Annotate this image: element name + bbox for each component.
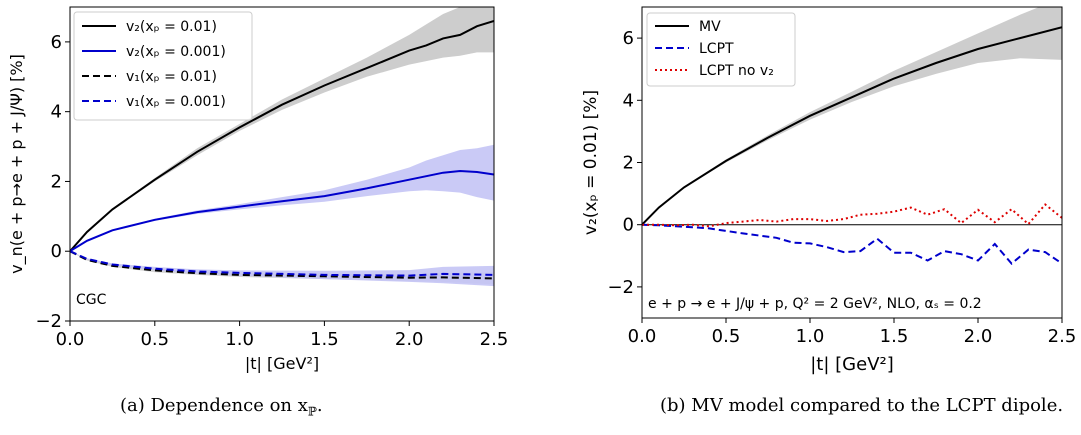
caption-a-period: . xyxy=(316,395,323,416)
x-tick-label: 1.5 xyxy=(310,329,339,350)
legend-label: v₂(xₚ = 0.01) xyxy=(126,19,217,35)
uncertainty-band-0 xyxy=(70,7,494,252)
x-tick-label: 0.0 xyxy=(628,326,657,347)
series-line-2 xyxy=(642,203,1062,228)
legend-label: LCPT no v₂ xyxy=(699,63,774,79)
panel-b: 0.0 0.5 1.0 1.5 2.0 2.5 −2 0 2 4 6 |t| [GeV²] v₂(xₚ … xyxy=(581,6,1077,375)
series-line-0 xyxy=(642,26,1062,226)
chart-annotation: e + p → e + J/ψ + p, Q² = 2 GeV², NLO, α… xyxy=(648,296,982,312)
caption-b-text: (b) MV model compared to the LCPT dipole… xyxy=(660,395,1064,416)
series-line-1 xyxy=(70,169,494,253)
x-tick-label: 0.5 xyxy=(712,326,741,347)
legend-box xyxy=(73,11,253,121)
y-tick-label: 4 xyxy=(51,102,62,123)
legend: v₂(xₚ = 0.01) v₂(xₚ = 0.001) v₁(xₚ = 0.01)… xyxy=(73,11,253,121)
legend-label: v₂(xₚ = 0.001) xyxy=(126,44,226,60)
legend-box xyxy=(646,12,796,87)
y-tick-label: −2 xyxy=(607,277,634,298)
chart-annotation: CGC xyxy=(76,292,107,308)
x-axis-label: |t| [GeV²] xyxy=(810,354,894,375)
y-axis-label: v₂(xₚ = 0.01) [%] xyxy=(581,90,601,235)
axes-frame xyxy=(69,6,495,322)
caption-a-text: (a) Dependence on x xyxy=(120,395,308,416)
y-tick-label: 6 xyxy=(623,28,634,49)
x-axis-label: |t| [GeV²] xyxy=(245,354,319,373)
legend-label: LCPT xyxy=(699,41,734,57)
y-tick-label: 2 xyxy=(623,153,634,174)
uncertainty-band-1 xyxy=(70,144,494,252)
legend-label: v₁(xₚ = 0.001) xyxy=(126,94,226,110)
x-tick-label: 2.0 xyxy=(395,329,424,350)
caption-a-subscript: ℙ xyxy=(307,404,317,419)
y-axis-label: v_n(e + p→e + p + J/Ψ) [%] xyxy=(7,54,27,274)
x-tick-label: 0.0 xyxy=(56,329,85,350)
caption-b: (b) MV model compared to the LCPT dipole… xyxy=(660,395,1063,416)
legend-label: MV xyxy=(699,19,721,35)
y-tick-label: 2 xyxy=(51,171,62,192)
x-tick-label: 1.0 xyxy=(796,326,825,347)
panel-a: 0.0 0.5 1.0 1.5 2.0 2.5 −2 0 2 4 6 |t| [GeV²] v_n(e … xyxy=(7,6,509,373)
legend-label: v₁(xₚ = 0.01) xyxy=(126,69,217,85)
x-tick-label: 2.0 xyxy=(964,326,993,347)
y-tick-label: −2 xyxy=(35,311,62,332)
series-line-0 xyxy=(70,20,494,252)
caption-a: (a) Dependence on xℙ. xyxy=(120,395,323,419)
x-tick-label: 0.5 xyxy=(140,329,169,350)
x-tick-label: 1.0 xyxy=(225,329,254,350)
plot-area xyxy=(642,7,1062,265)
y-tick-label: 4 xyxy=(623,90,634,111)
series-line-3 xyxy=(70,250,494,277)
x-tick-label: 2.5 xyxy=(1048,326,1077,347)
series-line-1 xyxy=(642,223,1062,265)
y-tick-label: 6 xyxy=(51,32,62,53)
plot-area xyxy=(70,7,494,287)
y-tick-label: 0 xyxy=(51,241,62,262)
legend: MV LCPT LCPT no v₂ xyxy=(646,12,796,87)
y-tick-label: 0 xyxy=(623,215,634,236)
uncertainty-band-0 xyxy=(642,7,1062,225)
x-tick-label: 2.5 xyxy=(480,329,509,350)
x-tick-label: 1.5 xyxy=(880,326,909,347)
